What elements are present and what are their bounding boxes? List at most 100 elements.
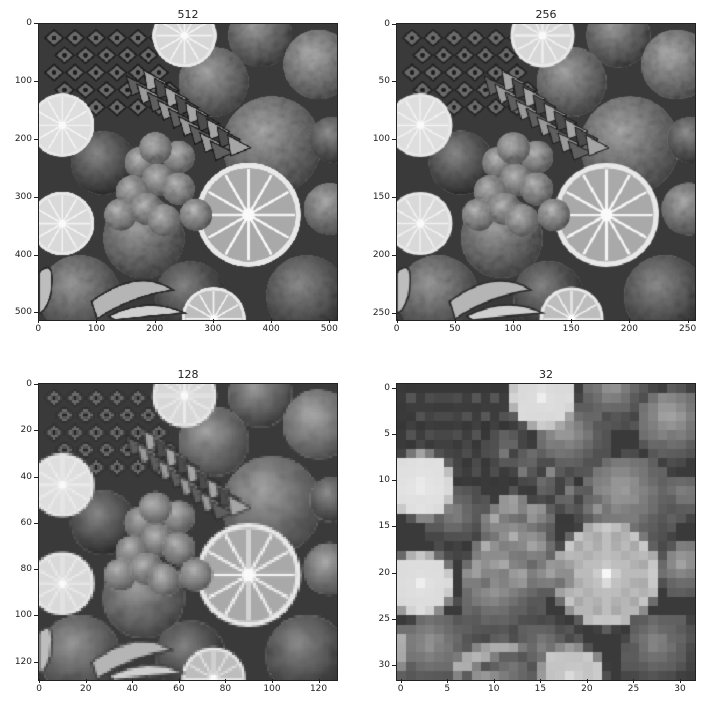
x-tick-label: 80: [219, 684, 232, 694]
panel-32: 32 0 5 10 15 20 25 30 0 5 10 15 20 25 30: [358, 354, 717, 709]
x-tick-mark: [540, 679, 542, 683]
x-tick-label: 120: [309, 684, 328, 694]
y-tick-label: 60: [20, 517, 32, 528]
x-tick-label: 20: [581, 684, 593, 694]
x-tick-label: 40: [126, 684, 139, 694]
y-tick-label: 10: [378, 475, 390, 486]
panel-256: 256 0 50 100 150 200 250 0 50 100 150 200 250: [358, 0, 717, 354]
y-tick-mark: [392, 665, 396, 667]
y-tick-mark: [34, 522, 38, 524]
y-tick-mark: [34, 384, 38, 386]
y-tick-mark: [34, 23, 38, 25]
y-tick-mark: [392, 618, 396, 620]
y-tick-mark: [392, 23, 396, 25]
x-tick-label: 200: [146, 324, 164, 334]
y-tick-label: 150: [372, 192, 390, 203]
y-tick-label: 300: [14, 191, 32, 202]
x-tick-label: 0: [397, 684, 404, 694]
panel-512: 512 0 100 200 300 400 500 0 100 200 300 400 500: [0, 0, 358, 354]
x-tick-label: 400: [262, 324, 280, 334]
y-tick-label: 100: [14, 610, 32, 621]
y-tick-mark: [34, 312, 38, 314]
grayscale-image: [397, 384, 695, 680]
x-tick-mark: [400, 679, 402, 683]
image-axes: [396, 383, 696, 681]
panel-title: 32: [539, 368, 553, 381]
x-tick-mark: [154, 319, 156, 323]
x-tick-label: 0: [393, 324, 400, 334]
y-tick-mark: [392, 197, 396, 199]
y-tick-label: 200: [14, 133, 32, 144]
y-tick-mark: [34, 430, 38, 432]
y-tick-mark: [392, 572, 396, 574]
x-tick-label: 100: [263, 684, 281, 694]
x-tick-mark: [329, 319, 331, 323]
grayscale-image: [39, 384, 337, 680]
x-tick-label: 0: [35, 324, 42, 334]
image-axes: [38, 23, 338, 321]
x-tick-mark: [586, 679, 588, 683]
y-tick-label: 80: [20, 564, 32, 575]
x-tick-label: 15: [534, 684, 547, 694]
x-tick-mark: [687, 319, 689, 323]
y-tick-mark: [392, 254, 396, 256]
y-tick-label: 30: [378, 660, 390, 671]
x-tick-label: 300: [204, 324, 222, 334]
y-tick-label: 40: [20, 471, 32, 482]
y-tick-label: 120: [14, 656, 32, 667]
y-tick-label: 5: [384, 428, 390, 439]
x-tick-label: 60: [173, 684, 185, 694]
y-tick-label: 25: [378, 613, 390, 624]
x-tick-label: 30: [674, 684, 686, 694]
y-tick-label: 0: [384, 382, 390, 393]
y-tick-label: 0: [26, 379, 32, 390]
y-tick-mark: [34, 81, 38, 83]
y-tick-label: 20: [378, 567, 390, 578]
y-tick-mark: [34, 254, 38, 256]
x-tick-mark: [633, 679, 635, 683]
x-tick-label: 150: [562, 324, 580, 334]
y-tick-label: 0: [26, 18, 32, 29]
x-tick-label: 20: [79, 684, 92, 694]
y-tick-mark: [34, 138, 38, 140]
y-tick-mark: [392, 433, 396, 435]
x-tick-label: 10: [488, 684, 500, 694]
x-tick-mark: [680, 679, 682, 683]
y-tick-mark: [392, 312, 396, 314]
x-tick-mark: [396, 319, 398, 323]
panel-title: 256: [535, 8, 557, 21]
y-tick-mark: [34, 569, 38, 571]
y-tick-label: 200: [372, 249, 390, 260]
x-tick-mark: [447, 679, 449, 683]
y-tick-mark: [34, 615, 38, 617]
y-tick-label: 100: [14, 76, 32, 87]
y-tick-label: 500: [14, 307, 32, 318]
x-tick-mark: [318, 679, 320, 683]
x-tick-label: 250: [679, 324, 697, 334]
x-tick-mark: [85, 679, 87, 683]
panel-title: 128: [177, 368, 199, 381]
x-tick-label: 25: [627, 684, 640, 694]
y-tick-mark: [392, 526, 396, 528]
x-tick-mark: [178, 679, 180, 683]
x-tick-label: 5: [444, 684, 451, 694]
y-tick-mark: [392, 81, 396, 83]
y-tick-mark: [34, 196, 38, 198]
x-tick-mark: [571, 319, 573, 323]
y-tick-label: 400: [14, 249, 32, 260]
x-tick-mark: [212, 319, 214, 323]
panel-title: 512: [177, 8, 199, 21]
grayscale-image: [397, 24, 695, 320]
x-tick-mark: [39, 679, 41, 683]
y-tick-mark: [34, 661, 38, 663]
y-tick-label: 0: [384, 18, 390, 29]
x-tick-label: 0: [36, 684, 43, 694]
x-tick-mark: [225, 679, 227, 683]
x-tick-label: 100: [87, 324, 106, 334]
x-tick-mark: [38, 319, 40, 323]
y-tick-label: 100: [372, 134, 390, 145]
y-tick-mark: [392, 387, 396, 389]
grayscale-image: [39, 24, 337, 320]
image-axes: [38, 383, 338, 681]
x-tick-label: 100: [504, 324, 522, 334]
